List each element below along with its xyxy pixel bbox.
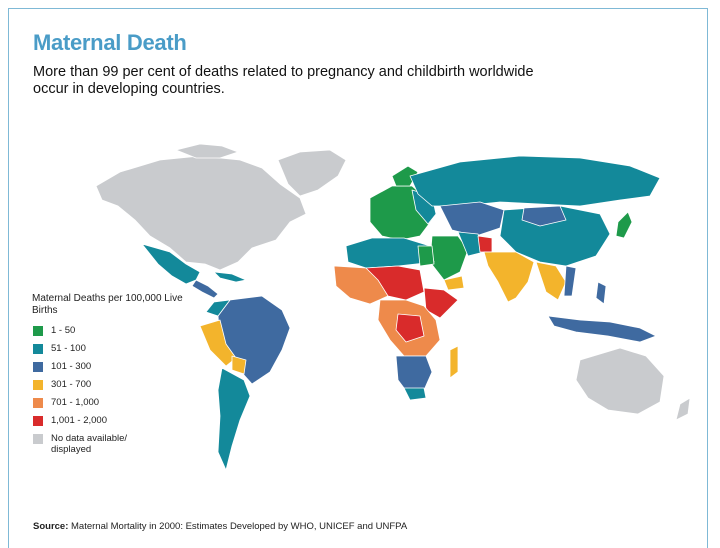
region-russia bbox=[409, 155, 661, 207]
region-sahel bbox=[365, 265, 425, 301]
region-indonesia bbox=[547, 315, 657, 343]
legend-item: 301 - 700 bbox=[32, 379, 202, 397]
region-afghanistan bbox=[477, 235, 493, 253]
region-central-asia bbox=[439, 201, 505, 237]
region-vietnam bbox=[563, 265, 577, 297]
region-australia bbox=[575, 347, 665, 415]
source-label: Source: bbox=[33, 521, 69, 532]
region-arctic-islands bbox=[175, 143, 239, 159]
region-south-africa bbox=[403, 387, 427, 401]
legend-swatch bbox=[33, 362, 43, 372]
region-central-america bbox=[191, 279, 219, 299]
region-india bbox=[483, 251, 535, 303]
legend-label: 301 - 700 bbox=[51, 379, 92, 390]
legend-label: 101 - 300 bbox=[51, 361, 92, 372]
region-mongolia bbox=[521, 205, 567, 227]
legend-item: 1,001 - 2,000 bbox=[32, 415, 202, 433]
legend-swatch bbox=[33, 326, 43, 336]
legend-item: 51 - 100 bbox=[32, 343, 202, 361]
legend-label: 1,001 - 2,000 bbox=[51, 415, 107, 426]
legend-item: 101 - 300 bbox=[32, 361, 202, 379]
legend-swatch bbox=[33, 344, 43, 354]
legend-label: 1 - 50 bbox=[51, 325, 76, 336]
region-north-america bbox=[95, 155, 307, 271]
region-new-zealand bbox=[675, 397, 691, 421]
region-congo bbox=[395, 313, 425, 343]
legend-item: 1 - 50 bbox=[32, 325, 202, 343]
region-horn-of-africa bbox=[423, 287, 459, 319]
page-subtitle: More than 99 per cent of deaths related … bbox=[33, 64, 534, 97]
legend-swatch bbox=[33, 380, 43, 390]
legend-swatch bbox=[33, 434, 43, 444]
legend-item: 701 - 1,000 bbox=[32, 397, 202, 415]
figure-frame bbox=[8, 8, 708, 548]
legend-label: No data available/ displayed bbox=[51, 433, 128, 455]
legend-label: 701 - 1,000 bbox=[51, 397, 100, 408]
page-title: Maternal Death bbox=[33, 30, 187, 55]
region-greenland bbox=[277, 149, 347, 197]
region-caribbean bbox=[213, 271, 247, 283]
source-text: Maternal Mortality in 2000: Estimates De… bbox=[71, 521, 408, 532]
map-legend: Maternal Deaths per 100,000 Live Births … bbox=[32, 293, 202, 463]
region-yemen bbox=[443, 275, 465, 291]
legend-swatch bbox=[33, 416, 43, 426]
source-note: Source: Maternal Mortality in 2000: Esti… bbox=[33, 521, 407, 532]
region-paraguay bbox=[231, 355, 247, 375]
region-south-america-north bbox=[205, 299, 231, 317]
region-southeast-asia bbox=[535, 261, 567, 301]
legend-title: Maternal Deaths per 100,000 Live Births bbox=[32, 293, 183, 316]
legend-label: 51 - 100 bbox=[51, 343, 86, 354]
region-philippines bbox=[595, 281, 607, 305]
region-egypt bbox=[417, 245, 435, 267]
legend-item: No data available/ displayed bbox=[32, 433, 202, 463]
region-japan bbox=[615, 211, 633, 239]
region-madagascar bbox=[449, 345, 459, 379]
region-brazil bbox=[217, 295, 291, 385]
legend-swatch bbox=[33, 398, 43, 408]
legend-items: 1 - 50 51 - 100 101 - 300 301 - 700 701 - 1,… bbox=[32, 325, 202, 463]
region-southern-cone bbox=[217, 367, 251, 471]
